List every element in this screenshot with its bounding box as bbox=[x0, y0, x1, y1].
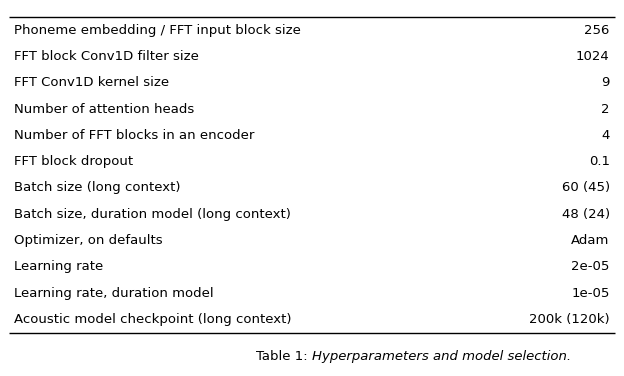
Text: 9: 9 bbox=[602, 76, 610, 89]
Text: Table 1:: Table 1: bbox=[256, 350, 312, 363]
Text: Batch size, duration model (long context): Batch size, duration model (long context… bbox=[14, 208, 291, 221]
Text: 0.1: 0.1 bbox=[588, 155, 610, 168]
Text: 200k (120k): 200k (120k) bbox=[529, 313, 610, 326]
Text: 4: 4 bbox=[602, 129, 610, 142]
Text: FFT block dropout: FFT block dropout bbox=[14, 155, 134, 168]
Text: FFT block Conv1D filter size: FFT block Conv1D filter size bbox=[14, 50, 199, 63]
Text: 1024: 1024 bbox=[576, 50, 610, 63]
Text: 2: 2 bbox=[601, 103, 610, 115]
Text: 1e-05: 1e-05 bbox=[572, 287, 610, 300]
Text: Batch size (long context): Batch size (long context) bbox=[14, 182, 181, 194]
Text: Hyperparameters and model selection.: Hyperparameters and model selection. bbox=[312, 350, 571, 363]
Text: Number of attention heads: Number of attention heads bbox=[14, 103, 195, 115]
Text: Learning rate: Learning rate bbox=[14, 261, 104, 273]
Text: Learning rate, duration model: Learning rate, duration model bbox=[14, 287, 214, 300]
Text: 256: 256 bbox=[584, 24, 610, 36]
Text: Optimizer, on defaults: Optimizer, on defaults bbox=[14, 234, 163, 247]
Text: Acoustic model checkpoint (long context): Acoustic model checkpoint (long context) bbox=[14, 313, 292, 326]
Text: FFT Conv1D kernel size: FFT Conv1D kernel size bbox=[14, 76, 170, 89]
Text: Adam: Adam bbox=[572, 234, 610, 247]
Text: 60 (45): 60 (45) bbox=[562, 182, 610, 194]
Text: 2e-05: 2e-05 bbox=[572, 261, 610, 273]
Text: 48 (24): 48 (24) bbox=[562, 208, 610, 221]
Text: Phoneme embedding / FFT input block size: Phoneme embedding / FFT input block size bbox=[14, 24, 301, 36]
Text: Number of FFT blocks in an encoder: Number of FFT blocks in an encoder bbox=[14, 129, 255, 142]
